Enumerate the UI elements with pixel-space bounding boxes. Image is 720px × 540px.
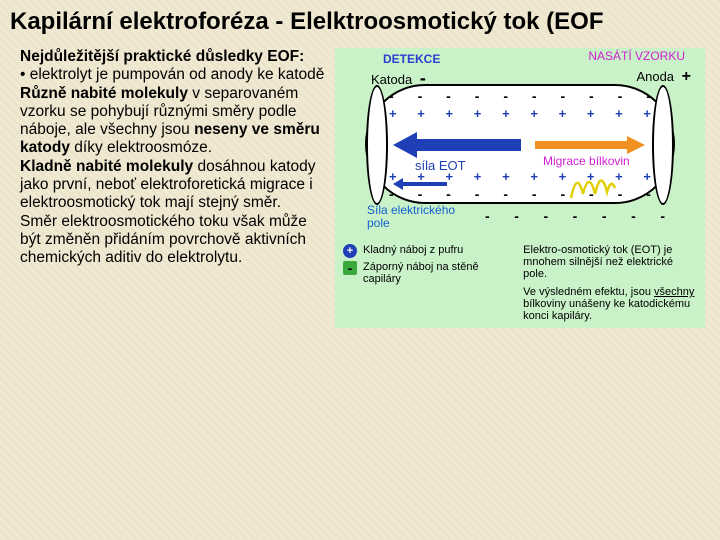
eot-arrow-icon xyxy=(393,130,523,160)
label-detekce: DETEKCE xyxy=(383,52,440,66)
protein-squiggle-icon xyxy=(567,164,617,202)
content-row: Nejdůležitější praktické důsledky EOF: •… xyxy=(0,40,720,328)
tube-cap-left xyxy=(366,85,388,205)
diagram-footnotes: + Kladný náboj z pufru - Záporný náboj n… xyxy=(343,244,697,322)
capillary-tube: ---------- ++++++++++ ++++++++++ -------… xyxy=(365,84,675,204)
lr2c: bílkoviny unášeny ke katodickému konci k… xyxy=(523,298,690,322)
slide-title: Kapilární elektroforéza - Elelktroosmoti… xyxy=(0,0,720,40)
bullet-1: • elektrolyt je pumpován od anody ke kat… xyxy=(20,66,325,84)
legend-minus-text: Záporný náboj na stěně capiláry xyxy=(363,261,507,285)
para-3: Kladně nabité molekuly dosáhnou katody j… xyxy=(20,158,325,213)
lr2b: všechny xyxy=(654,286,694,298)
label-nasati: NASÁTÍ VZORKU xyxy=(588,50,685,63)
wall-neg-top: ---------- xyxy=(389,88,651,104)
slide: Kapilární elektroforéza - Elelktroosmoti… xyxy=(0,0,720,540)
legend-right-1: Elektro-osmotický tok (EOT) je mnohem si… xyxy=(523,244,697,280)
legend-plus: + Kladný náboj z pufru xyxy=(343,244,507,258)
em-3: Kladně nabité molekuly xyxy=(20,158,193,175)
anoda-text: Anoda xyxy=(636,69,674,84)
lr2a: Ve výsledném efektu, jsou xyxy=(523,286,654,298)
label-sila-eot: síla EOT xyxy=(415,158,466,173)
migration-arrow-icon xyxy=(535,136,645,154)
t-2: díky elektroosmóze. xyxy=(70,139,212,156)
em-1: Různě nabité molekuly xyxy=(20,85,188,102)
text-column: Nejdůležitější praktické důsledky EOF: •… xyxy=(20,48,325,328)
legend-minus: - Záporný náboj na stěně capiláry xyxy=(343,261,507,285)
tube-cap-right xyxy=(652,85,674,205)
minus-badge-icon: - xyxy=(343,261,357,275)
legend-right-2: Ve výsledném efektu, jsou všechny bílkov… xyxy=(523,286,697,322)
label-sila-pole: Síla elektrického pole xyxy=(367,204,477,229)
para-2: Různě nabité molekuly v separovaném vzor… xyxy=(20,85,325,158)
para-4: Směr elektroosmotického toku však může b… xyxy=(20,213,325,268)
heading-1: Nejdůležitější praktické důsledky EOF: xyxy=(20,48,304,65)
outer-minus-row: ------- xyxy=(485,208,665,224)
plus-big: + xyxy=(682,68,691,85)
diagram-column: DETEKCE NASÁTÍ VZORKU Katoda - Anoda + -… xyxy=(335,48,705,328)
legend-plus-text: Kladný náboj z pufru xyxy=(363,244,463,256)
legend-right: Elektro-osmotický tok (EOT) je mnohem si… xyxy=(523,244,697,322)
legend-left: + Kladný náboj z pufru - Záporný náboj n… xyxy=(343,244,507,322)
plus-badge-icon: + xyxy=(343,244,357,258)
buffer-plus-top: ++++++++++ xyxy=(389,106,651,121)
label-anoda: Anoda + xyxy=(636,68,691,86)
field-arrow-icon xyxy=(393,178,447,190)
eof-diagram: DETEKCE NASÁTÍ VZORKU Katoda - Anoda + -… xyxy=(335,48,705,328)
